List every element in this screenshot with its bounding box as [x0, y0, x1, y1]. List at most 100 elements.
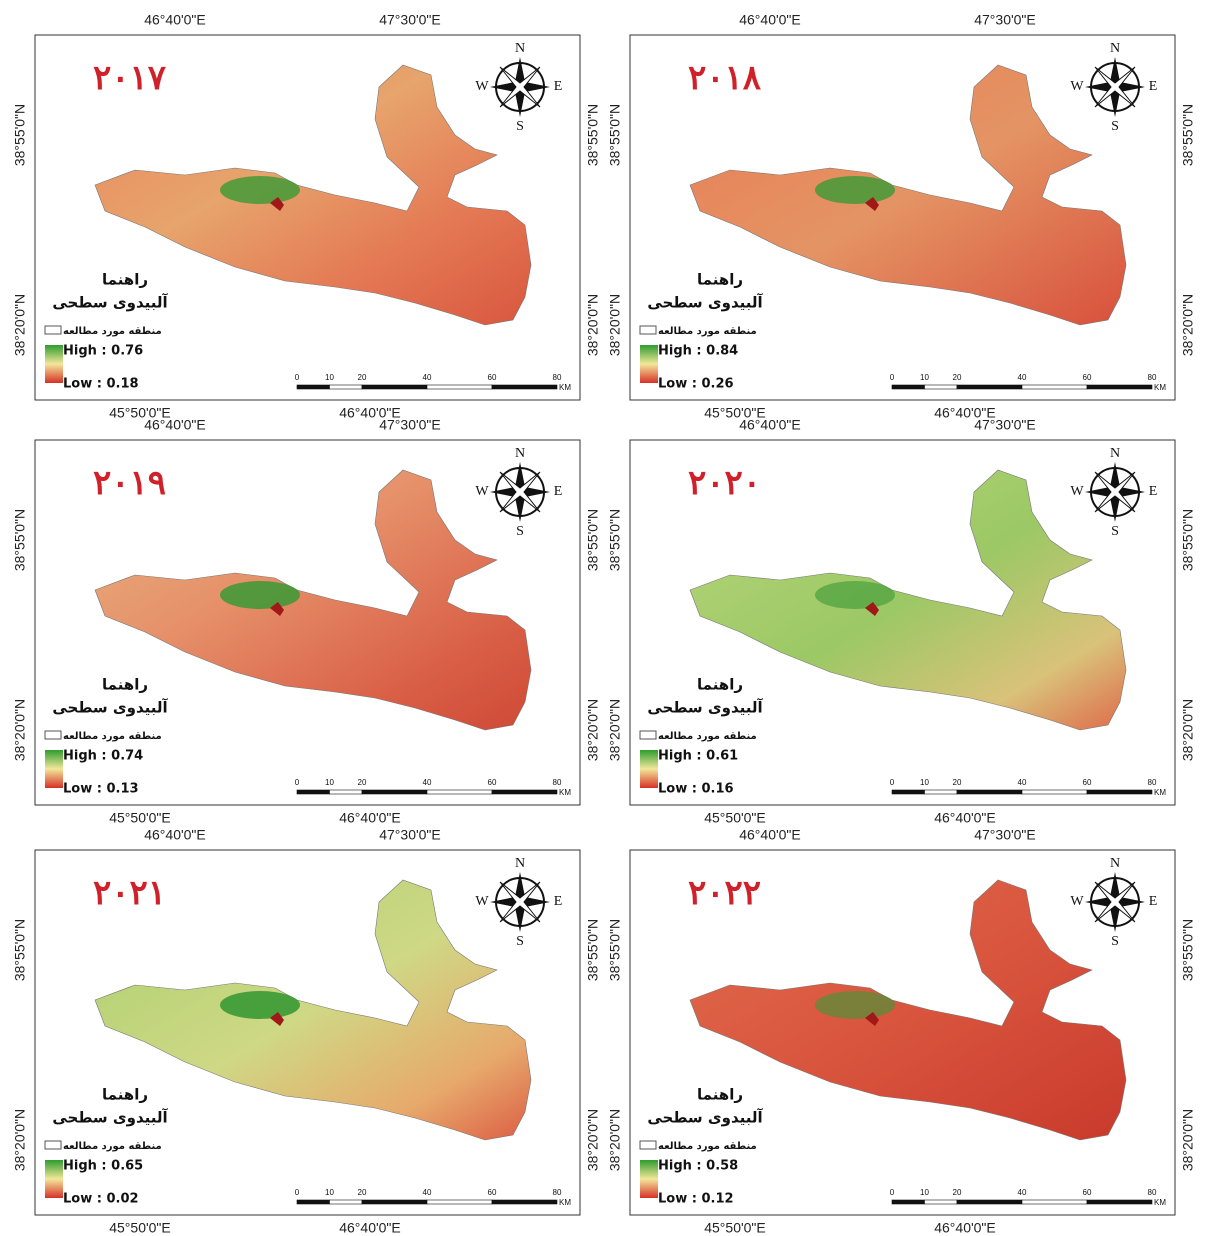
coord-bottom: 46°40'0"E: [339, 1220, 401, 1236]
coord-left: 38°20'0"N: [607, 294, 623, 356]
green-zone: [220, 991, 300, 1019]
coord-left: 38°20'0"N: [607, 699, 623, 761]
study-area: [94, 879, 532, 1141]
year-label: ۲۰۲۲: [688, 873, 761, 913]
scale-label: 40: [1018, 778, 1027, 787]
legend-ramp: [45, 345, 63, 383]
scale-segment: [296, 384, 330, 390]
compass-n: N: [515, 856, 525, 871]
map-panel: ۲۰۲۲ راهنما آلبیدوی سطحی منطقه مورد مطالعه H…: [607, 827, 1196, 1236]
legend-subtitle: آلبیدوی سطحی: [647, 294, 763, 312]
coord-right: 38°20'0"N: [1180, 1109, 1196, 1171]
compass-e: E: [554, 79, 563, 94]
coord-bottom: 45°50'0"E: [704, 810, 766, 826]
scale-segment: [491, 789, 558, 795]
year-label: ۲۰۱۸: [688, 58, 762, 98]
compass-star-diag: [1094, 881, 1136, 923]
scale-label: 80: [553, 373, 562, 382]
legend-low: Low : 0.13: [63, 782, 139, 797]
study-area: [94, 469, 532, 731]
legend-subtitle: آلبیدوی سطحی: [52, 1109, 168, 1127]
scale-segment: [1021, 384, 1088, 390]
compass-w: W: [1070, 79, 1084, 94]
scale-label: 60: [488, 1188, 497, 1197]
legend-low: Low : 0.02: [63, 1192, 139, 1207]
coord-top: 47°30'0"E: [974, 417, 1036, 433]
compass-star-diag: [499, 471, 541, 513]
legend-title: راهنما: [697, 271, 743, 289]
compass-s: S: [516, 934, 524, 949]
legend-study-area: منطقه مورد مطالعه: [658, 326, 757, 337]
coord-left: 38°55'0"N: [607, 919, 623, 981]
legend-ramp: [640, 345, 658, 383]
legend-box: [639, 325, 657, 335]
scale-segment: [329, 384, 363, 390]
legend-box: [44, 1140, 62, 1150]
scale-segment: [361, 384, 428, 390]
scale-label: 0: [890, 1188, 895, 1197]
legend-study-area: منطقه مورد مطالعه: [658, 1141, 757, 1152]
scale-label: 40: [423, 373, 432, 382]
coord-bottom: 46°40'0"E: [934, 810, 996, 826]
coord-bottom: 45°50'0"E: [109, 405, 171, 421]
coord-right: 38°55'0"N: [585, 919, 601, 981]
scale-label: 20: [358, 778, 367, 787]
scale-label: 0: [295, 1188, 300, 1197]
scale-segment: [426, 789, 493, 795]
coord-left: 38°20'0"N: [12, 699, 28, 761]
scale-unit: KM: [559, 1198, 571, 1207]
legend-box: [44, 730, 62, 740]
scale-segment: [426, 1199, 493, 1205]
legend-study-area: منطقه مورد مطالعه: [63, 731, 162, 742]
legend-ramp: [640, 750, 658, 788]
legend-box: [44, 325, 62, 335]
coord-top: 47°30'0"E: [974, 827, 1036, 843]
legend-high: High : 0.65: [63, 1159, 143, 1174]
coord-left: 38°55'0"N: [12, 104, 28, 166]
coord-right: 38°55'0"N: [1180, 919, 1196, 981]
green-zone: [815, 991, 895, 1019]
red-spot: [270, 197, 284, 211]
green-zone: [815, 581, 895, 609]
compass-n: N: [1110, 446, 1120, 461]
compass-s: S: [1111, 119, 1119, 134]
compass-w: W: [475, 894, 489, 909]
scale-segment: [491, 384, 558, 390]
coord-left: 38°55'0"N: [607, 104, 623, 166]
red-spot: [865, 197, 879, 211]
legend-title: راهنما: [102, 676, 148, 694]
scale-label: 40: [423, 1188, 432, 1197]
legend-low: Low : 0.18: [63, 377, 139, 392]
coord-top: 46°40'0"E: [144, 417, 206, 433]
compass-n: N: [515, 446, 525, 461]
legend-subtitle: آلبیدوی سطحی: [52, 699, 168, 717]
scale-segment: [1021, 789, 1088, 795]
compass-star-diag: [499, 66, 541, 108]
coord-right: 38°20'0"N: [1180, 294, 1196, 356]
legend-high: High : 0.84: [658, 344, 738, 359]
scale-segment: [361, 789, 428, 795]
scale-label: 80: [1148, 1188, 1157, 1197]
compass-n: N: [1110, 41, 1120, 56]
coord-bottom: 45°50'0"E: [704, 1220, 766, 1236]
study-area: [689, 879, 1127, 1141]
scale-segment: [361, 1199, 428, 1205]
coord-bottom: 46°40'0"E: [339, 405, 401, 421]
compass-e: E: [554, 484, 563, 499]
coord-bottom: 45°50'0"E: [109, 1220, 171, 1236]
legend-title: راهنما: [102, 271, 148, 289]
scale-segment: [891, 789, 925, 795]
coord-right: 38°20'0"N: [585, 699, 601, 761]
study-area: [689, 469, 1127, 731]
scale-label: 0: [295, 778, 300, 787]
coord-right: 38°20'0"N: [585, 294, 601, 356]
legend-low: Low : 0.26: [658, 377, 734, 392]
compass-star-diag: [1094, 66, 1136, 108]
coord-top: 46°40'0"E: [144, 12, 206, 28]
coord-left: 38°20'0"N: [12, 294, 28, 356]
scale-label: 80: [1148, 778, 1157, 787]
coord-left: 38°20'0"N: [12, 1109, 28, 1171]
study-area: [94, 64, 532, 326]
coord-right: 38°55'0"N: [585, 104, 601, 166]
scale-segment: [426, 384, 493, 390]
